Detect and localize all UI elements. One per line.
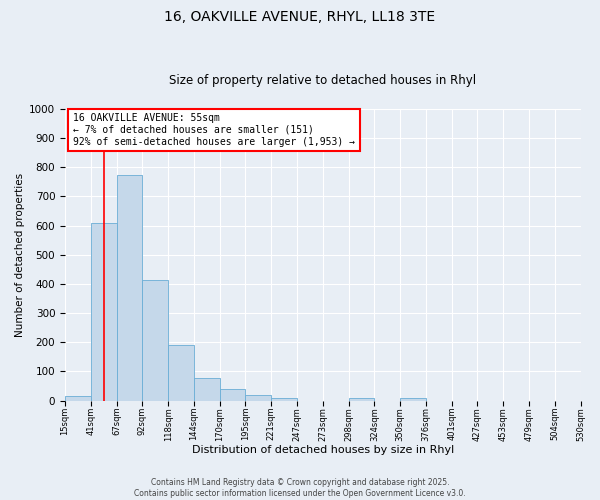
Text: 16, OAKVILLE AVENUE, RHYL, LL18 3TE: 16, OAKVILLE AVENUE, RHYL, LL18 3TE — [164, 10, 436, 24]
Bar — [65, 396, 91, 400]
Bar — [142, 280, 168, 400]
Bar — [116, 174, 142, 400]
Bar — [400, 398, 426, 400]
Bar — [245, 396, 271, 400]
X-axis label: Distribution of detached houses by size in Rhyl: Distribution of detached houses by size … — [191, 445, 454, 455]
Text: 16 OAKVILLE AVENUE: 55sqm
← 7% of detached houses are smaller (151)
92% of semi-: 16 OAKVILLE AVENUE: 55sqm ← 7% of detach… — [73, 114, 355, 146]
Bar — [168, 344, 194, 401]
Title: Size of property relative to detached houses in Rhyl: Size of property relative to detached ho… — [169, 74, 476, 87]
Bar — [220, 389, 245, 400]
Bar — [194, 378, 220, 400]
Bar — [91, 224, 116, 400]
Bar — [271, 398, 297, 400]
Text: Contains HM Land Registry data © Crown copyright and database right 2025.
Contai: Contains HM Land Registry data © Crown c… — [134, 478, 466, 498]
Y-axis label: Number of detached properties: Number of detached properties — [15, 172, 25, 337]
Bar — [349, 398, 374, 400]
